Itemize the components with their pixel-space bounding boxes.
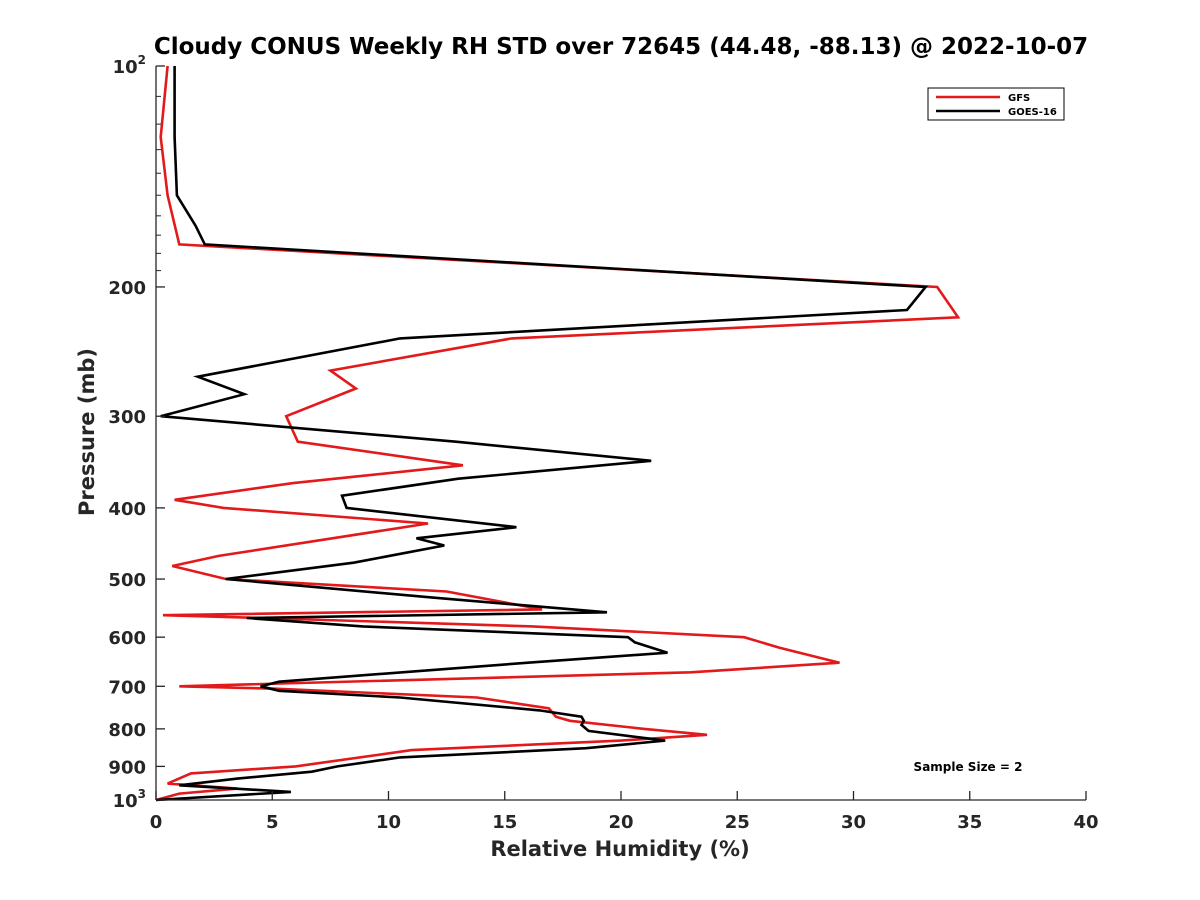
sample-size-annotation: Sample Size = 2 (914, 760, 1023, 774)
y-tick-label: 300 (108, 407, 146, 428)
y-tick-label: 102 (113, 53, 146, 78)
series-layer (155, 65, 961, 802)
x-axis-label: Relative Humidity (%) (490, 837, 749, 861)
x-tick-label: 35 (957, 812, 982, 833)
x-tick-label: 10 (376, 812, 401, 833)
legend-label-goes16: GOES-16 (1008, 107, 1057, 118)
x-tick-label: 40 (1073, 812, 1098, 833)
x-tick-label: 0 (150, 812, 163, 833)
y-tick-label: 700 (108, 677, 146, 698)
y-tick-label: 800 (108, 720, 146, 741)
axes-layer: 0 5 10 15 20 25 30 35 40 102 200 300 400 500 600 700 800… (108, 53, 1098, 833)
series-line-goes16 (155, 66, 929, 802)
x-tick-label: 5 (266, 812, 279, 833)
x-tick-label: 15 (492, 812, 517, 833)
x-tick-label: 30 (841, 812, 866, 833)
series-line-gfs (155, 65, 961, 802)
x-tick-label: 25 (725, 812, 750, 833)
y-tick-label: 103 (113, 787, 146, 812)
plot-area: 0 5 10 15 20 25 30 35 40 102 200 300 400 500 600 700 800… (108, 53, 1098, 833)
chart-title: Cloudy CONUS Weekly RH STD over 72645 (4… (154, 34, 1088, 60)
legend-box (927, 87, 1065, 121)
legend: GFS GOES-16 (927, 87, 1065, 121)
y-tick-label: 500 (108, 570, 146, 591)
legend-label-gfs: GFS (1008, 93, 1030, 104)
y-tick-label: 900 (108, 757, 146, 778)
y-axis-label: Pressure (mb) (75, 348, 99, 516)
y-tick-label: 200 (108, 278, 146, 299)
y-tick-label: 600 (108, 628, 146, 649)
x-tick-label: 20 (608, 812, 633, 833)
y-tick-label: 400 (108, 499, 146, 520)
